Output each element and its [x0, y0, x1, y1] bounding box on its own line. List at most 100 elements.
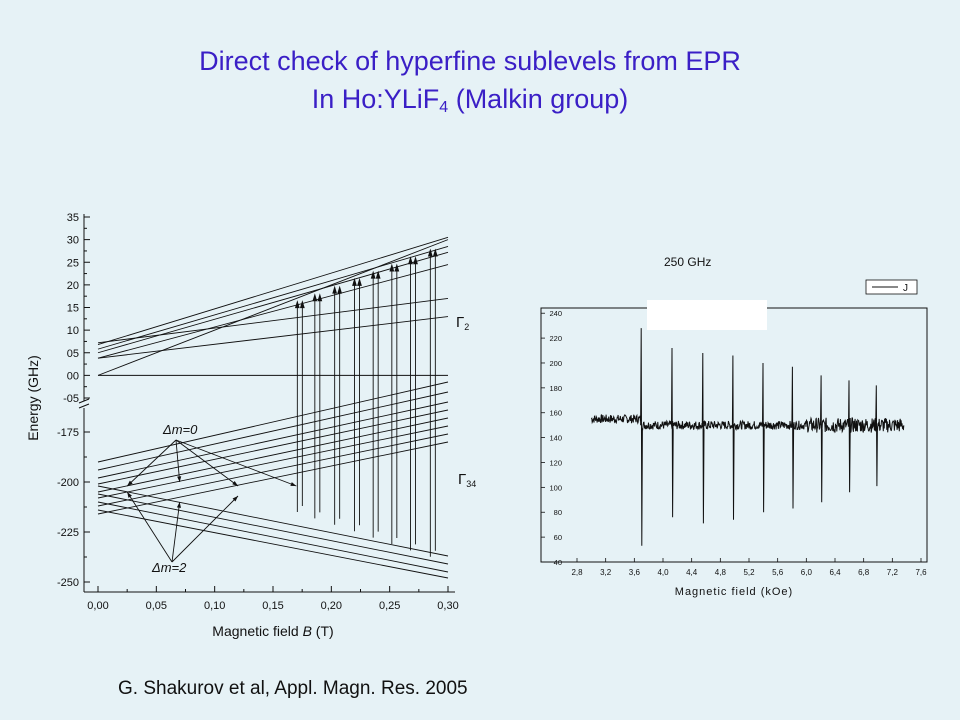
upper-y-tick-label-05: 05 [67, 348, 79, 360]
delta-m2-label: Δm=2 [151, 560, 187, 575]
transition-arrowhead-6-2 [394, 263, 400, 272]
upper-level-2 [97, 245, 449, 350]
delta-m2-pointer-3-head [232, 496, 238, 502]
upper-y-tick-label-25: 25 [67, 257, 79, 269]
transition-arrows [294, 248, 438, 557]
upper-y-tick-label-00: 00 [67, 370, 79, 382]
spectrum-x-tick-label-1: 3,2 [600, 568, 612, 577]
transition-arrowhead-8-1 [427, 248, 433, 257]
lower-level-11 [97, 501, 449, 573]
spectrum-x-tick-label-0: 2,8 [571, 568, 583, 577]
spectrum-x-tick-label-11: 7,2 [887, 568, 899, 577]
upper-levels [97, 236, 449, 376]
x-tick-label-3: 0,15 [262, 600, 283, 612]
upper-y-tick-label-35: 35 [67, 212, 79, 224]
spectrum-y-tick-label-100: 100 [549, 483, 562, 492]
upper-level-6 [97, 298, 449, 344]
delta-m2-pointer-1 [126, 491, 173, 563]
delta-m0-pointer-2 [175, 439, 181, 483]
lower-level-7 [97, 433, 449, 507]
x-tick-label-5: 0,25 [379, 600, 400, 612]
spectrum-axes: 2,8 3,2 3,6 4,0 4,4 4,8 5,2 5,6 6,0 6,4 6,8 7,2 7,6 2… [541, 309, 927, 577]
x-axis-label-suffix: (T) [312, 623, 334, 639]
spectrum-y-tick-label-180: 180 [549, 384, 562, 393]
delta-m0-pointer-1-head [127, 480, 133, 486]
transition-arrowhead-3-2 [337, 285, 343, 294]
lower-level-2 [97, 391, 449, 471]
gamma-34-symbol: Γ [458, 471, 466, 488]
spectrum-x-tick-label-8: 6,0 [801, 568, 813, 577]
spectrum-y-tick-label-140: 140 [549, 434, 562, 443]
lower-level-1 [97, 381, 449, 463]
spectrum-y-tick-label-40: 40 [554, 558, 562, 567]
legend-label: J [903, 283, 908, 294]
spectrum-x-tick-label-12: 7,6 [915, 568, 927, 577]
spectrum-x-tick-label-3: 4,0 [657, 568, 669, 577]
selection-rule-annotations [126, 439, 297, 563]
gamma-2-symbol: Γ [456, 314, 464, 331]
transition-arrowhead-2-2 [317, 293, 323, 302]
spectrum-x-tick-label-6: 5,2 [743, 568, 755, 577]
upper-level-5 [97, 239, 449, 376]
delta-m0-pointer-2-head [177, 476, 182, 482]
upper-y-tick-label--05: -05 [63, 393, 79, 405]
spectrum-x-tick-label-10: 6,8 [858, 568, 870, 577]
citation: G. Shakurov et al, Appl. Magn. Res. 2005 [118, 678, 468, 699]
transition-arrowhead-4-1 [352, 277, 357, 286]
spectrum-x-tick-label-5: 4,8 [715, 568, 727, 577]
transition-arrowhead-2-1 [312, 293, 318, 302]
spectrum-x-axis-label: Magnetic field (kOe) [675, 586, 793, 598]
lower-level-3 [97, 401, 449, 479]
lower-level-9 [97, 485, 449, 557]
lower-y-tick-label--200: -200 [57, 477, 79, 489]
lower-levels [97, 381, 449, 579]
x-tick-label-0: 0,00 [87, 600, 108, 612]
frequency-label: 250 GHz [664, 255, 711, 269]
spectrum-x-tick-label-7: 5,6 [772, 568, 784, 577]
redacted-white-box [647, 300, 767, 330]
y-axis-label: Energy (GHz) [25, 355, 41, 441]
gamma-34-sub: 34 [466, 479, 476, 489]
spectrum-y-tick-label-120: 120 [549, 458, 562, 467]
lower-level-10 [97, 493, 449, 565]
spectrum-y-tick-label-240: 240 [549, 309, 562, 318]
gamma-2-label: Γ2 [456, 314, 469, 332]
spectrum-y-tick-label-80: 80 [554, 508, 562, 517]
x-axis-label: Magnetic field B (T) [212, 623, 333, 639]
delta-m0-pointer-3-head [232, 480, 238, 486]
transition-arrowhead-5-2 [375, 270, 381, 279]
upper-y-tick-label-10: 10 [67, 325, 79, 337]
title-line-2: In Ho:YLiF4 (Malkin group) [0, 80, 940, 118]
upper-level-7 [97, 316, 449, 359]
lower-level-12 [97, 509, 449, 579]
title-line-2-prefix: In Ho:YLiF [311, 84, 440, 114]
slide-title: Direct check of hyperfine sublevels from… [0, 42, 940, 118]
x-axis-label-var: B [303, 623, 312, 639]
upper-y-tick-label-20: 20 [67, 280, 79, 292]
upper-y-tick-label-15: 15 [67, 303, 79, 315]
transition-arrowhead-8-2 [432, 248, 438, 257]
lower-level-8 [97, 441, 449, 515]
spectrum-y-tick-label-200: 200 [549, 359, 562, 368]
transition-arrowhead-4-2 [357, 277, 362, 286]
lower-y-tick-label--250: -250 [57, 577, 79, 589]
x-tick-label-4: 0,20 [321, 600, 342, 612]
x-axis-label-prefix: Magnetic field [212, 623, 302, 639]
left-texts: Energy (GHz) Magnetic field B (T) Γ2 Γ34… [25, 314, 476, 639]
zeeman-diagram: 35 30 25 20 15 10 05 00 -05 -175 -200 -225 -250 0,00 0… [25, 212, 476, 639]
upper-level-4 [97, 264, 449, 359]
delta-m0-pointer-1 [126, 439, 177, 487]
delta-m0-pointer-4 [175, 439, 297, 487]
transition-arrowhead-7-1 [408, 256, 413, 265]
transition-arrowhead-3-1 [332, 285, 338, 294]
spectrum-x-tick-label-4: 4,4 [686, 568, 698, 577]
delta-m2-pointer-1-head [127, 492, 132, 498]
title-line-2-suffix: (Malkin group) [448, 84, 629, 114]
spectrum-y-tick-label-160: 160 [549, 409, 562, 418]
lower-y-tick-label--225: -225 [57, 527, 79, 539]
delta-m0-label: Δm=0 [162, 422, 198, 437]
transition-arrowhead-1-1 [294, 300, 300, 309]
spectrum-x-tick-label-9: 6,4 [829, 568, 841, 577]
upper-level-1 [97, 236, 449, 346]
